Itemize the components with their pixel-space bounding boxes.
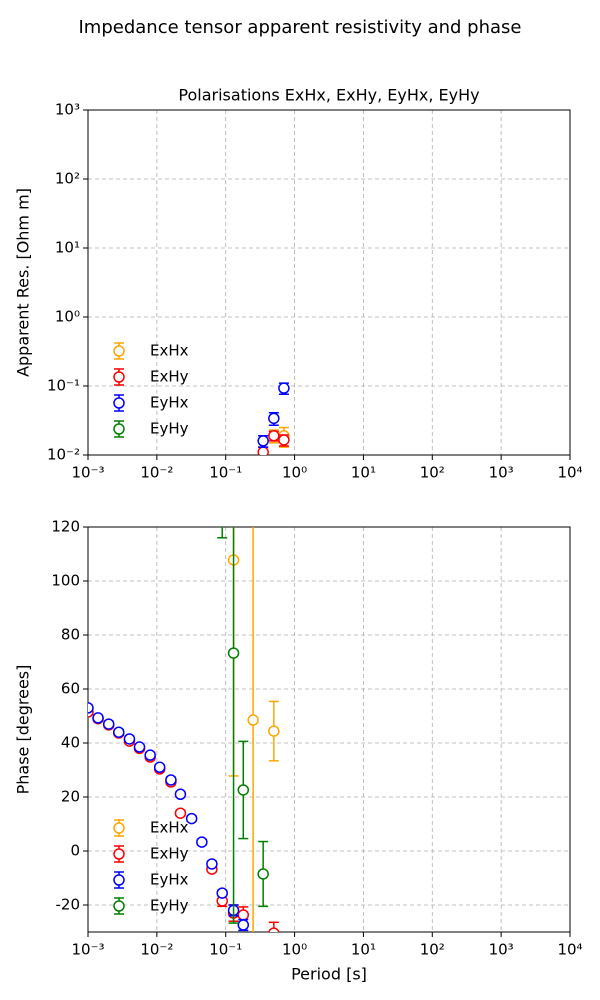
error-bar [217, 527, 228, 539]
x-tick-label: 10³ [489, 941, 514, 959]
x-tick-label: 10¹ [351, 464, 376, 482]
data-point [268, 725, 280, 737]
x-axis-label: Period [s] [291, 965, 367, 984]
data-point [257, 435, 269, 447]
data-point [227, 647, 240, 659]
y-tick-label: 80 [61, 626, 80, 644]
y-tick-label: 120 [51, 518, 80, 536]
data-point [268, 927, 280, 932]
y-axis-label: Apparent Res. [Ohm m] [14, 188, 33, 377]
x-tick-label: 10⁰ [282, 464, 307, 482]
data-point [237, 909, 250, 921]
data-point [92, 712, 104, 724]
legend-item: ExHy [113, 368, 189, 386]
data-point [153, 761, 166, 774]
y-axis-label: Phase [degrees] [14, 665, 33, 795]
panel: 10⁻³ 10⁻² 10⁻¹ 10⁰ 10¹ 10² 10³ 10⁴10⁻²10⁻¹10⁰10… [14, 86, 583, 482]
legend-item: EyHy [113, 897, 189, 915]
x-tick-label: 10⁻² [140, 464, 173, 482]
x-tick-label: 10⁻¹ [209, 941, 242, 959]
data-point [206, 858, 218, 870]
data-point [237, 919, 250, 931]
data-point [165, 774, 177, 786]
data-point [185, 812, 198, 825]
x-tick-label: 10³ [489, 464, 514, 482]
legend-label: EyHx [150, 394, 189, 412]
data-point [247, 714, 259, 726]
x-tick-label: 10⁰ [282, 941, 307, 959]
plot-frame [87, 526, 571, 933]
y-tick-label: 10⁻¹ [47, 377, 80, 395]
x-tick-label: 10⁻³ [71, 464, 104, 482]
y-tick-label: 20 [61, 788, 80, 806]
legend-label: EyHy [150, 420, 189, 438]
data-point [278, 382, 290, 394]
y-tick-label: 10¹ [55, 239, 80, 257]
data-point [102, 718, 115, 730]
legend-item: ExHx [113, 342, 189, 360]
data-point [174, 788, 187, 801]
data-layer [88, 527, 280, 932]
legend-label: ExHx [150, 819, 189, 837]
legend-label: ExHx [150, 342, 189, 360]
data-point [237, 784, 250, 796]
y-tick-label: 10⁻² [47, 446, 80, 464]
y-tick-label: 10⁰ [55, 308, 80, 326]
data-point [257, 868, 269, 880]
data-point [88, 702, 94, 714]
axes-title: Polarisations ExHx, ExHy, EyHx, EyHy [178, 86, 479, 105]
legend-item: ExHy [113, 845, 189, 863]
legend-label: EyHy [150, 897, 189, 915]
error-bar [268, 921, 279, 932]
data-point [216, 887, 228, 899]
y-tick-label: 100 [51, 572, 80, 590]
y-tick-label: 10² [55, 170, 80, 188]
legend-item: ExHx [113, 819, 189, 837]
x-tick-label: 10⁻² [140, 941, 173, 959]
y-tick-label: -20 [56, 896, 81, 914]
legend-item: EyHx [113, 394, 189, 412]
data-point [174, 807, 187, 819]
data-point [144, 749, 156, 761]
legend-label: EyHx [150, 871, 189, 889]
x-tick-label: 10⁴ [557, 941, 582, 959]
x-tick-label: 10¹ [351, 941, 376, 959]
data-point [268, 430, 280, 442]
data-point [196, 836, 208, 848]
legend-item: EyHy [113, 420, 189, 438]
data-point [123, 733, 136, 745]
plot-frame [87, 109, 571, 456]
panel: 10⁻³ 10⁻² 10⁻¹ 10⁰ 10¹ 10² 10³ 10⁴ -20 0 20 40 60 80 1… [14, 518, 583, 984]
data-point [278, 434, 290, 446]
figure-title: Impedance tensor apparent resistivity an… [78, 17, 521, 38]
data-point [257, 446, 269, 455]
legend-label: ExHy [150, 368, 189, 386]
y-tick-label: 0 [70, 842, 80, 860]
x-tick-label: 10⁻³ [71, 941, 104, 959]
y-tick-label: 40 [61, 734, 80, 752]
x-tick-label: 10⁴ [557, 464, 582, 482]
legend-item: EyHx [113, 871, 189, 889]
x-tick-label: 10² [420, 464, 445, 482]
data-point [268, 412, 280, 425]
data-point [113, 726, 125, 738]
x-tick-label: 10⁻¹ [209, 464, 242, 482]
y-tick-label: 10³ [55, 101, 80, 119]
y-tick-label: 60 [61, 680, 80, 698]
x-tick-label: 10² [420, 941, 445, 959]
data-layer [257, 382, 290, 455]
legend-label: ExHy [150, 845, 189, 863]
data-point [133, 741, 146, 753]
